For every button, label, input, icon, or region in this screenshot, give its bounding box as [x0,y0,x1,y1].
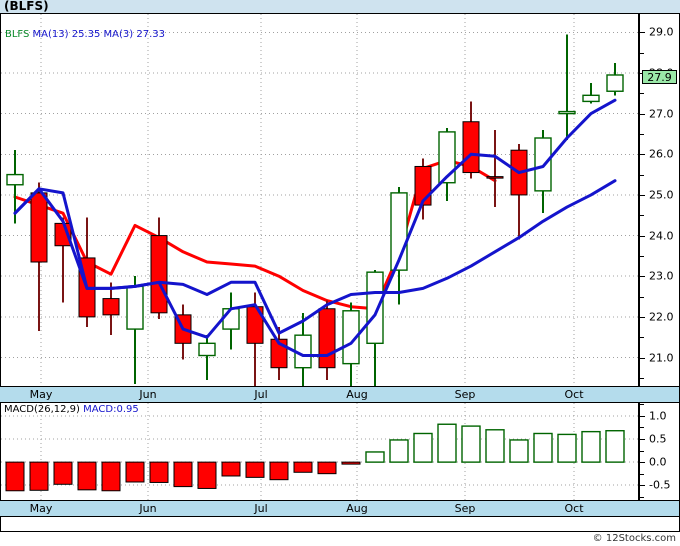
macd-month-axis: May Jun Jul Aug Sep Oct [0,500,679,517]
month-label: May [29,502,53,515]
month-label: Oct [564,502,584,515]
price-axis-minor-tick [640,215,644,217]
macd-panel: -0.5 0.0 0.5 1.0 MACD(26,12,9) MACD:0.95 [0,403,680,500]
macd-axis-minor-tick [640,473,644,475]
macd-axis-tick [640,415,645,417]
price-axis-label: 29.0 [649,25,674,39]
macd-axis-label: 1.0 [649,409,667,423]
price-axis-minor-tick [640,296,644,298]
price-axis-tick [640,32,645,34]
macd-axis-minor-tick [640,496,644,498]
month-label: Jul [254,502,268,515]
month-label: Aug [346,502,368,515]
price-axis-minor-tick [640,52,644,54]
macd-axis-label: 0.0 [649,455,667,469]
price-axis-label: 22.0 [649,310,674,324]
price-axis-label: 26.0 [649,147,674,161]
month-label: Aug [346,388,368,401]
current-price-badge: 27.9 [642,70,677,85]
price-axis-minor-tick [640,337,644,339]
macd-axis-tick [640,485,645,487]
macd-indicator-label: MACD(26,12,9) [4,404,80,415]
price-axis-label: 24.0 [649,229,674,243]
price-panel: 21.022.023.024.025.026.027.028.029.027.9… [0,14,680,386]
month-label: May [29,388,53,401]
candlestick-svg [1,14,638,386]
copyright-footer: © 12Stocks.com [592,533,676,544]
macd-axis-minor-tick [640,427,644,429]
price-axis-minor-tick [640,174,644,176]
macd-axis-label: -0.5 [649,478,671,492]
macd-axis-minor-tick [640,450,644,452]
legend-symbol: BLFS [5,29,30,40]
macd-axis-tick [640,439,645,441]
price-axis-tick [640,113,645,115]
price-axis-minor-tick [640,93,644,95]
macd-axis-tick [640,462,645,464]
month-label: Jun [139,502,157,515]
month-label: Jun [139,388,157,401]
price-axis-tick [640,235,645,237]
legend-moving-averages: MA(13) 25.35 MA(3) 27.33 [32,29,165,40]
price-axis-tick [640,276,645,278]
price-legend: BLFS MA(13) 25.35 MA(3) 27.33 [5,29,165,40]
price-plot-area[interactable] [1,14,638,386]
price-axis-label: 23.0 [649,269,674,283]
price-axis-minor-tick [640,133,644,135]
price-axis-minor-tick [640,377,644,379]
price-axis-tick [640,316,645,318]
month-label: Oct [564,388,584,401]
price-axis-label: 21.0 [649,351,674,365]
price-axis-tick [640,194,645,196]
price-month-axis: May Jun Jul Aug Sep Oct [0,386,679,403]
month-label: Jul [254,388,268,401]
price-axis-label: 27.0 [649,107,674,121]
price-axis-minor-tick [640,255,644,257]
price-axis-tick [640,357,645,359]
price-axis-tick [640,154,645,156]
page-title: (BLFS) [4,0,49,13]
macd-histogram-svg [1,403,638,500]
macd-axis-label: 0.5 [649,432,667,446]
macd-plot-area[interactable] [1,403,638,500]
month-label: Sep [454,388,476,401]
macd-value-label: MACD:0.95 [83,404,139,415]
macd-axis-minor-tick [640,404,644,406]
macd-legend: MACD(26,12,9) MACD:0.95 [4,404,139,415]
title-bar: (BLFS) [0,0,680,14]
price-axis: 21.022.023.024.025.026.027.028.029.027.9 [638,14,679,386]
macd-axis: -0.5 0.0 0.5 1.0 [638,403,679,500]
month-label: Sep [454,502,476,515]
price-axis-label: 25.0 [649,188,674,202]
